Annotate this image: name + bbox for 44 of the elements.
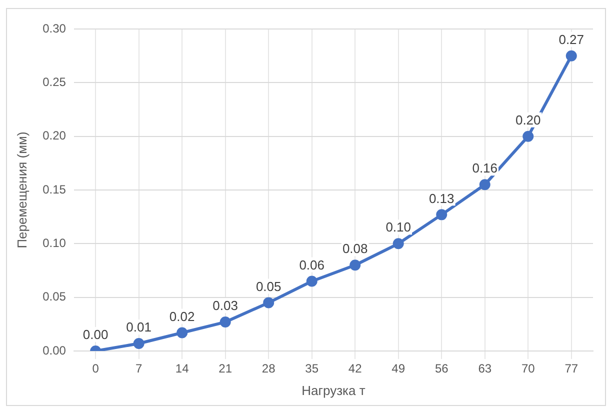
text: 0.00	[42, 343, 66, 358]
point	[479, 179, 490, 190]
data-label: 0.27	[558, 32, 584, 47]
data-label: 0.06	[299, 257, 325, 272]
text: 0.05	[42, 290, 66, 304]
data-label: 0.05	[256, 278, 282, 294]
x-tick-label: 21	[218, 362, 232, 376]
data-label: 0.01	[126, 320, 152, 335]
point	[566, 50, 577, 62]
x-tick-label: 14	[175, 362, 190, 376]
data-label: 0.03	[212, 298, 238, 314]
x-tick-label: 49	[392, 362, 406, 376]
text: 0.10	[42, 236, 66, 250]
point	[436, 209, 448, 220]
text: 0.20	[42, 128, 66, 143]
x-tick-label: 77	[564, 362, 578, 376]
point	[392, 238, 404, 250]
point	[350, 260, 361, 271]
x-tick-label: 70	[521, 362, 536, 376]
x-tick-label: 28	[262, 362, 276, 376]
x-tick-label: 42	[348, 362, 362, 376]
text: 0.25	[42, 74, 66, 89]
x-tick-label: 56	[434, 362, 449, 376]
point	[176, 327, 188, 338]
point	[133, 338, 144, 349]
data-label: 0.10	[386, 220, 412, 235]
point	[263, 297, 274, 308]
x-tick-label: 35	[305, 362, 319, 376]
point	[306, 276, 318, 287]
y-axis-title: Перемещения (мм)	[14, 132, 30, 248]
text: 0.15	[42, 182, 66, 196]
x-axis-title: Нагрузка т	[302, 382, 366, 398]
data-label: 0.08	[342, 241, 368, 256]
x-tick-label: 63	[478, 362, 492, 376]
x-tick-label: 7	[135, 362, 142, 376]
data-label: 0.00	[82, 327, 108, 342]
point	[220, 316, 231, 328]
text: 0.30	[42, 21, 66, 36]
data-label: 0.13	[428, 190, 454, 206]
data-label: 0.02	[169, 308, 195, 324]
x-tick-label: 0	[92, 362, 100, 376]
data-label: 0.20	[515, 112, 541, 128]
point	[522, 130, 534, 142]
data-label: 0.16	[472, 160, 498, 176]
